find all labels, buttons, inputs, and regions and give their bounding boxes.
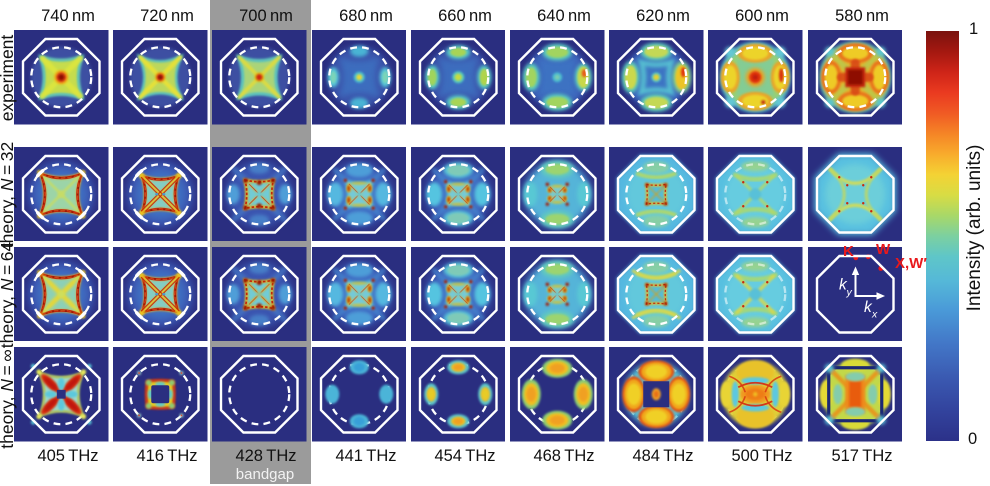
svg-text:x: x (871, 308, 878, 320)
svg-text:k: k (839, 276, 848, 293)
svg-text:k: k (864, 299, 873, 316)
svg-text:y: y (845, 286, 852, 298)
